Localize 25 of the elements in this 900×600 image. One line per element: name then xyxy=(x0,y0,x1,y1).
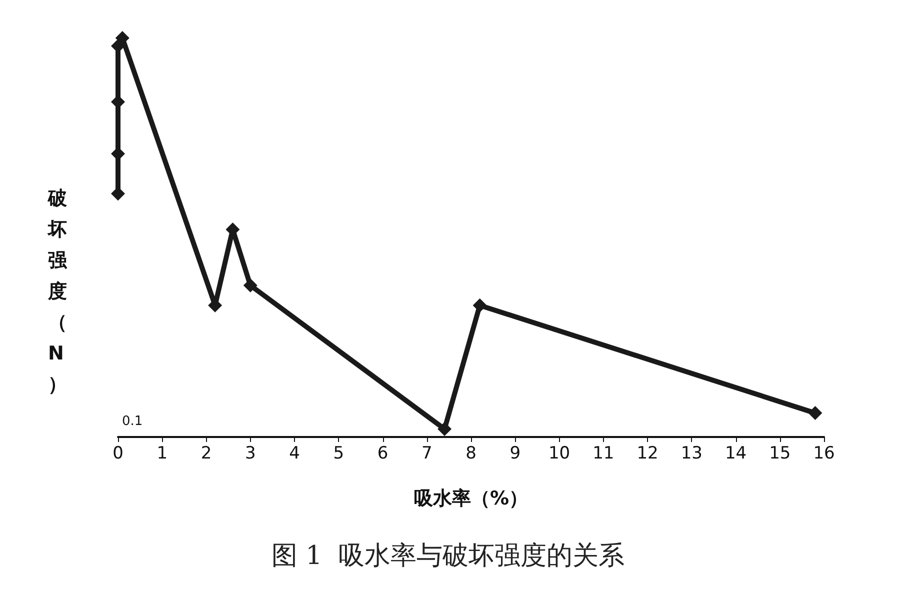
x-tick-label: 7 xyxy=(421,444,432,464)
x-tick-label: 0 xyxy=(112,444,124,464)
x-tick-label: 4 xyxy=(289,444,300,464)
x-tick-label: 1 xyxy=(156,444,168,464)
text: 图 1 吸水率与破坏强度的关系 xyxy=(271,541,625,571)
x-tick-label: 11 xyxy=(592,444,614,464)
x-tick-label: 16 xyxy=(813,444,835,464)
x-tick-label: 9 xyxy=(510,444,521,464)
point xyxy=(808,406,822,420)
x-tick-label: 14 xyxy=(724,444,747,464)
x-tick-label: 3 xyxy=(244,444,256,464)
annotation: 0.1 xyxy=(122,414,143,429)
x-tick-label: 2 xyxy=(200,444,212,464)
x-tick-label: 15 xyxy=(769,444,791,464)
point xyxy=(472,298,487,312)
x-tick-label: 13 xyxy=(680,444,702,464)
x-tick-label: 10 xyxy=(548,444,570,464)
x-tick-label: 5 xyxy=(333,444,344,464)
point xyxy=(243,278,258,292)
x-tick-label: 8 xyxy=(466,444,476,464)
x-axis-title: 吸水率（%） xyxy=(414,488,528,510)
x-tick-label: 12 xyxy=(636,444,658,464)
point xyxy=(438,422,452,436)
y-axis-title: 破坏强度（N） xyxy=(47,188,68,396)
x-tick-label: 6 xyxy=(377,444,388,464)
